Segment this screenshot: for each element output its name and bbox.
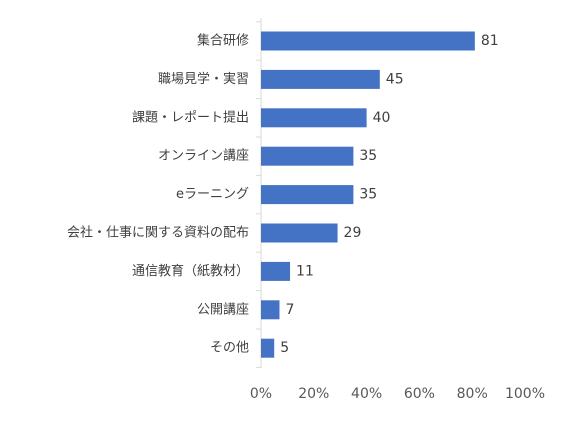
bar (261, 69, 380, 89)
x-tick-label: 80% (457, 386, 488, 402)
category-label: オンライン講座 (158, 148, 249, 164)
bar (261, 261, 291, 281)
data-label: 45 (386, 71, 404, 87)
category-label: 通信教育（紙教材） (132, 263, 249, 279)
category-label: 職場見学・実習 (158, 71, 249, 87)
data-label: 29 (344, 225, 362, 241)
labels: 集合研修 81 職場見学・実習 45 課題・レポート提出 40 オンライン講座 35 eラーニン… (67, 33, 545, 403)
data-label: 35 (359, 187, 377, 203)
bar (261, 108, 367, 128)
axes (256, 18, 262, 368)
bar (261, 146, 354, 166)
bar (261, 185, 354, 205)
data-label: 40 (373, 110, 391, 126)
bar (261, 223, 338, 243)
bar (261, 31, 475, 51)
x-tick-label: 100% (505, 386, 545, 402)
data-label: 7 (285, 302, 294, 318)
x-tick-label: 20% (298, 386, 329, 402)
data-label: 5 (280, 340, 289, 356)
category-label: 公開講座 (197, 301, 249, 317)
category-label: 課題・レポート提出 (132, 109, 249, 125)
x-tick-label: 40% (351, 386, 382, 402)
category-label: その他 (210, 341, 249, 356)
bar (261, 300, 280, 320)
category-label: eラーニング (176, 187, 249, 202)
category-label: 集合研修 (197, 33, 249, 49)
data-label: 11 (296, 263, 314, 279)
bar (261, 338, 275, 358)
x-tick-label: 60% (404, 386, 435, 402)
bars (261, 31, 475, 358)
data-label: 35 (359, 148, 377, 164)
x-tick-label: 0% (250, 386, 272, 402)
data-label: 81 (481, 33, 499, 49)
category-label: 会社・仕事に関する資料の配布 (67, 225, 249, 241)
